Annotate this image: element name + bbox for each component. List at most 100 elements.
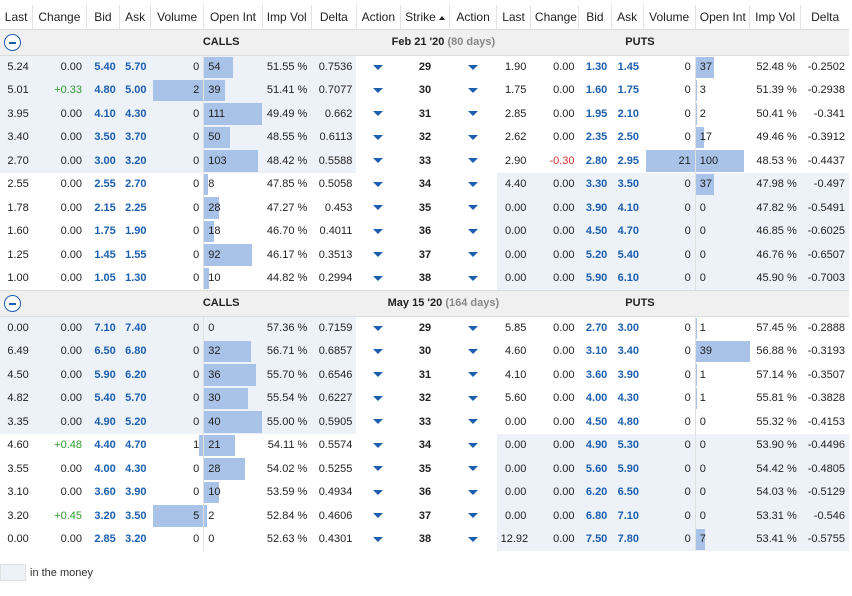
call-action[interactable] <box>356 410 400 434</box>
col-header-delta[interactable]: Delta <box>311 5 357 29</box>
col-header-bid-puts[interactable]: Bid <box>578 5 612 29</box>
put-bid[interactable]: 4.90 <box>578 433 612 457</box>
put-bid[interactable]: 7.50 <box>578 527 612 551</box>
put-action[interactable] <box>450 220 497 244</box>
put-ask[interactable]: 3.90 <box>617 368 640 381</box>
put-action[interactable] <box>450 316 497 340</box>
call-bid[interactable]: 5.40 <box>86 55 120 79</box>
put-ask[interactable]: 4.10 <box>611 196 644 220</box>
put-action-dropdown-icon[interactable] <box>468 181 479 187</box>
put-action[interactable] <box>450 504 497 528</box>
call-action[interactable] <box>356 173 400 197</box>
col-header-last-puts[interactable]: Last <box>496 5 531 29</box>
call-bid[interactable]: 4.90 <box>86 410 120 434</box>
call-action-dropdown-icon[interactable] <box>373 252 384 258</box>
call-bid[interactable]: 7.10 <box>86 316 120 340</box>
col-header-volume[interactable]: Volume <box>150 5 205 29</box>
col-header-last[interactable]: Last <box>0 5 34 29</box>
call-bid[interactable]: 5.40 <box>86 386 120 410</box>
put-action-dropdown-icon[interactable] <box>468 536 479 542</box>
put-action[interactable] <box>450 528 497 552</box>
put-action[interactable] <box>450 267 497 291</box>
call-bid[interactable]: 6.50 <box>86 339 120 363</box>
call-action[interactable] <box>356 387 400 411</box>
put-action[interactable] <box>450 481 497 505</box>
put-bid[interactable]: 1.95 <box>585 107 608 120</box>
put-bid[interactable]: 2.80 <box>585 154 608 167</box>
call-action[interactable] <box>356 457 400 481</box>
call-bid[interactable]: 4.10 <box>86 102 120 126</box>
put-action-dropdown-icon[interactable] <box>468 395 479 401</box>
put-ask[interactable]: 3.00 <box>617 322 640 334</box>
call-action-dropdown-icon[interactable] <box>373 275 384 281</box>
put-ask[interactable]: 4.30 <box>617 392 640 405</box>
call-ask[interactable]: 4.30 <box>119 102 151 126</box>
put-bid[interactable]: 2.35 <box>585 131 608 144</box>
call-ask[interactable]: 4.30 <box>125 462 147 475</box>
call-ask[interactable]: 5.00 <box>119 78 151 102</box>
put-ask[interactable]: 6.50 <box>611 480 644 504</box>
call-action[interactable] <box>356 267 400 291</box>
call-ask[interactable]: 5.20 <box>119 410 151 434</box>
call-action-dropdown-icon[interactable] <box>373 181 384 187</box>
put-ask[interactable]: 6.10 <box>611 266 644 290</box>
call-action-dropdown-icon[interactable] <box>373 205 384 211</box>
call-ask[interactable]: 1.90 <box>125 225 147 238</box>
put-action-dropdown-icon[interactable] <box>468 348 479 354</box>
put-ask[interactable]: 1.75 <box>617 84 640 97</box>
call-action-dropdown-icon[interactable] <box>373 489 384 495</box>
call-bid[interactable]: 1.75 <box>94 225 116 238</box>
call-bid[interactable]: 3.00 <box>86 149 120 173</box>
call-ask[interactable]: 3.90 <box>125 486 147 499</box>
put-bid[interactable]: 5.60 <box>578 457 612 481</box>
call-bid[interactable]: 3.60 <box>94 486 116 499</box>
col-header-imp-vol[interactable]: Imp Vol <box>262 5 312 29</box>
call-ask[interactable]: 2.25 <box>125 201 147 214</box>
call-bid[interactable]: 2.85 <box>94 533 116 546</box>
put-action-dropdown-icon[interactable] <box>468 158 479 164</box>
col-header-ask-puts[interactable]: Ask <box>611 5 644 29</box>
call-ask[interactable]: 3.20 <box>119 149 151 173</box>
call-action-dropdown-icon[interactable] <box>373 372 384 378</box>
call-action-dropdown-icon[interactable] <box>373 134 384 140</box>
put-action-dropdown-icon[interactable] <box>468 325 479 331</box>
put-action-dropdown-icon[interactable] <box>468 205 479 211</box>
put-bid[interactable]: 3.30 <box>578 172 612 196</box>
call-action-dropdown-icon[interactable] <box>373 228 384 234</box>
put-ask[interactable]: 7.80 <box>611 527 644 551</box>
collapse-icon[interactable] <box>4 294 21 312</box>
call-action[interactable] <box>356 434 400 458</box>
call-action-dropdown-icon[interactable] <box>373 325 384 331</box>
call-action[interactable] <box>356 149 400 173</box>
call-action[interactable] <box>356 126 400 150</box>
put-action-dropdown-icon[interactable] <box>468 489 479 495</box>
put-ask[interactable]: 4.70 <box>611 219 644 243</box>
call-ask[interactable]: 1.55 <box>125 248 147 261</box>
col-header-strike[interactable]: Strike <box>400 5 451 29</box>
call-bid[interactable]: 4.40 <box>94 439 116 452</box>
call-ask[interactable]: 3.50 <box>125 509 147 522</box>
put-action-dropdown-icon[interactable] <box>468 87 479 93</box>
put-action-dropdown-icon[interactable] <box>468 228 479 234</box>
put-bid[interactable]: 5.90 <box>578 266 612 290</box>
call-bid[interactable]: 1.45 <box>94 248 116 261</box>
put-action[interactable] <box>450 79 497 103</box>
call-ask[interactable]: 7.40 <box>119 316 151 340</box>
call-action[interactable] <box>356 102 400 126</box>
put-action[interactable] <box>450 102 497 126</box>
put-bid[interactable]: 1.60 <box>585 84 608 97</box>
call-bid[interactable]: 4.80 <box>86 78 120 102</box>
call-bid[interactable]: 2.55 <box>94 178 116 191</box>
call-action[interactable] <box>356 340 400 364</box>
put-ask[interactable]: 5.30 <box>611 433 644 457</box>
put-action[interactable] <box>450 363 497 387</box>
call-action[interactable] <box>356 363 400 387</box>
call-bid[interactable]: 3.20 <box>94 509 116 522</box>
put-bid[interactable]: 3.90 <box>578 196 612 220</box>
call-action[interactable] <box>356 55 400 79</box>
call-bid[interactable]: 1.05 <box>94 272 116 284</box>
put-ask[interactable]: 2.95 <box>617 154 640 167</box>
call-action[interactable] <box>356 528 400 552</box>
call-bid[interactable]: 2.15 <box>94 201 116 214</box>
put-ask[interactable]: 2.50 <box>617 131 640 144</box>
